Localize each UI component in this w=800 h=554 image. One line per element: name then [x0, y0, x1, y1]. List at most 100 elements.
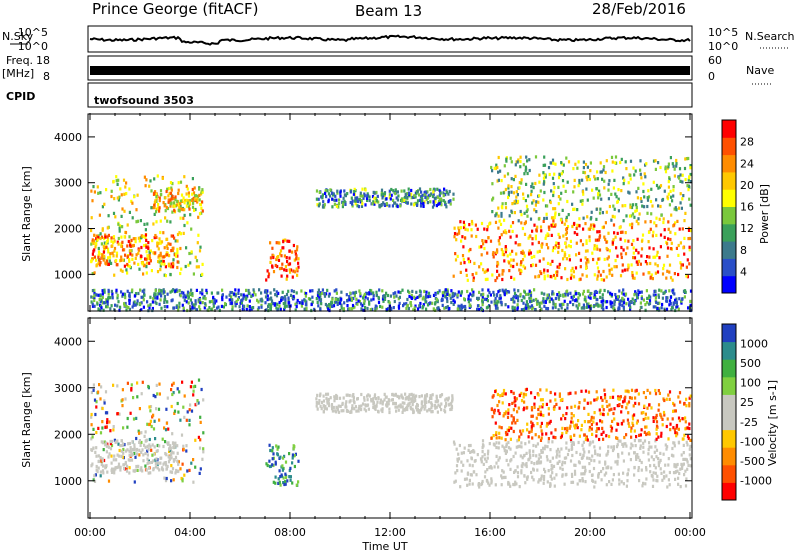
- echo-cell: [573, 404, 577, 408]
- echo-cell: [192, 201, 195, 205]
- echo-cell: [200, 206, 203, 210]
- echo-cell: [276, 452, 279, 456]
- echo-cell: [487, 288, 490, 292]
- echo-cell: [156, 242, 159, 246]
- echo-cell: [101, 227, 104, 231]
- echo-cell: [577, 440, 580, 445]
- echo-cell: [565, 412, 568, 416]
- echo-cell: [143, 293, 146, 297]
- freq-label: Freq.: [6, 54, 33, 67]
- echo-cell: [595, 187, 598, 191]
- echo-cell: [171, 383, 174, 387]
- echo-cell: [629, 307, 632, 311]
- echo-cell: [659, 412, 662, 416]
- echo-cell: [346, 299, 349, 303]
- echo-cell: [543, 292, 546, 296]
- echo-cell: [126, 448, 129, 452]
- echo-cell: [163, 273, 166, 277]
- echo-cell: [231, 298, 234, 302]
- echo-cell: [518, 485, 521, 489]
- echo-cell: [168, 449, 171, 454]
- echo-cell: [677, 272, 680, 277]
- echo-cell: [627, 452, 631, 456]
- echo-cell: [327, 404, 331, 408]
- echo-cell: [595, 429, 598, 433]
- echo-cell: [321, 193, 324, 197]
- echo-cell: [473, 459, 476, 463]
- echo-cell: [102, 244, 105, 248]
- echo-cell: [681, 463, 684, 467]
- echo-cell: [495, 293, 499, 297]
- echo-cell: [335, 291, 338, 295]
- echo-cell: [559, 304, 562, 308]
- echo-cell: [569, 291, 572, 295]
- echo-cell: [199, 467, 202, 471]
- echo-cell: [275, 257, 278, 262]
- echo-cell: [112, 254, 115, 258]
- echo-cell: [565, 237, 568, 241]
- echo-cell: [561, 170, 564, 174]
- echo-cell: [117, 222, 120, 226]
- echo-cell: [575, 253, 578, 257]
- echo-cell: [105, 305, 108, 309]
- echo-cell: [627, 190, 630, 194]
- echo-cell: [527, 236, 530, 240]
- echo-cell: [156, 466, 159, 470]
- echo-cell: [625, 167, 628, 171]
- echo-cell: [551, 259, 554, 263]
- echo-cell: [669, 276, 673, 280]
- echo-cell: [155, 207, 158, 211]
- echo-cell: [160, 294, 163, 298]
- echo-cell: [135, 253, 138, 257]
- echo-cell: [401, 405, 404, 409]
- echo-cell: [301, 299, 304, 303]
- echo-cell: [504, 392, 507, 396]
- echo-cell: [606, 412, 610, 416]
- echo-cell: [146, 453, 149, 457]
- echo-cell: [671, 289, 674, 293]
- echo-cell: [530, 408, 534, 412]
- echo-cell: [612, 411, 615, 416]
- echo-cell: [330, 301, 333, 305]
- echo-cell: [128, 449, 131, 453]
- y-tick-label: 3000: [54, 382, 82, 395]
- echo-cell: [266, 289, 269, 293]
- echo-cell: [513, 306, 516, 310]
- echo-cell: [564, 417, 567, 421]
- echo-cell: [599, 161, 602, 165]
- echo-cell: [546, 480, 549, 484]
- echo-cell: [503, 218, 506, 222]
- echo-cell: [188, 408, 191, 412]
- echo-cell: [444, 288, 447, 292]
- echo-cell: [96, 185, 99, 189]
- echo-cell: [521, 226, 524, 231]
- echo-cell: [674, 470, 678, 474]
- echo-cell: [659, 204, 662, 209]
- echo-cell: [364, 409, 368, 413]
- echo-cell: [132, 469, 135, 473]
- echo-cell: [113, 308, 116, 312]
- echo-cell: [588, 294, 591, 298]
- echo-cell: [637, 222, 640, 226]
- echo-cell: [550, 161, 553, 165]
- echo-cell: [583, 472, 586, 476]
- echo-cell: [341, 205, 344, 209]
- echo-cell: [426, 409, 429, 413]
- echo-cell: [554, 244, 557, 248]
- echo-cell: [525, 167, 528, 171]
- echo-cell: [451, 292, 454, 296]
- echo-cell: [187, 301, 190, 305]
- echo-cell: [612, 473, 615, 477]
- echo-cell: [497, 170, 500, 174]
- echo-cell: [105, 298, 108, 302]
- echo-cell: [662, 220, 665, 225]
- echo-cell: [563, 299, 566, 303]
- echo-cell: [267, 272, 271, 276]
- echo-cell: [565, 446, 568, 450]
- echo-cell: [526, 214, 529, 218]
- echo-cell: [125, 466, 128, 471]
- echo-cell: [558, 265, 561, 270]
- echo-cell: [452, 298, 455, 302]
- echo-cell: [552, 193, 555, 198]
- echo-cell: [133, 195, 136, 199]
